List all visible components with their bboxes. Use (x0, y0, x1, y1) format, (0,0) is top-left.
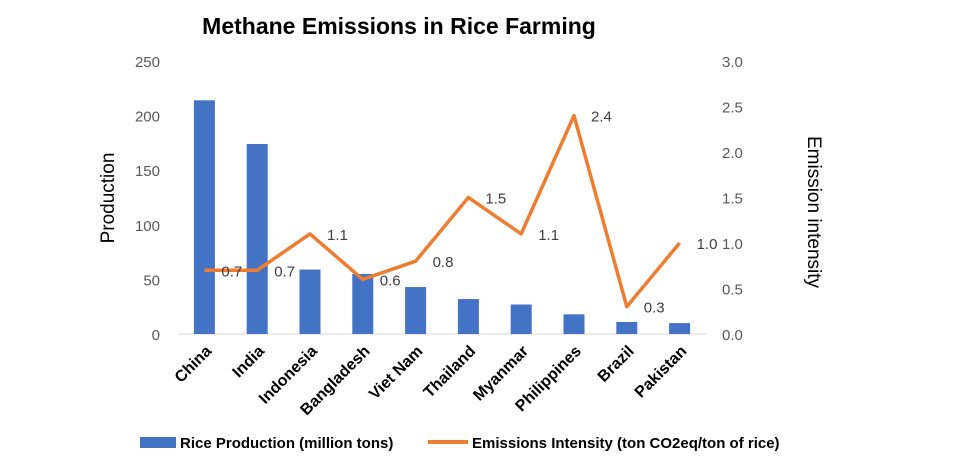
y-tick-label: 0 (152, 327, 160, 344)
y2-tick-label: 3.0 (722, 54, 743, 71)
bar (457, 299, 479, 334)
y2-tick-label: 2.0 (722, 145, 743, 162)
x-tick-label: Pakistan (632, 343, 691, 402)
line-data-label: 2.4 (591, 109, 612, 126)
legend-label-line: Emissions Intensity (ton CO2eq/ton of ri… (472, 435, 780, 452)
bar (193, 100, 215, 334)
y2-tick-label: 2.5 (722, 100, 743, 117)
y-tick-label: 100 (135, 218, 160, 235)
y2-tick-label: 0.0 (722, 327, 743, 344)
y-tick-label: 50 (143, 272, 160, 289)
y2-axis-ticks: 0.0 0.5 1.0 1.5 2.0 2.5 3.0 (722, 54, 743, 344)
bar (669, 323, 691, 334)
line-data-label: 0.7 (274, 263, 295, 280)
bar (616, 321, 638, 334)
line-data-labels: 0.7 0.7 1.1 0.6 0.8 1.5 1.1 2.4 0.3 1.0 (221, 109, 717, 317)
line-data-label: 0.7 (221, 263, 242, 280)
legend-swatch-bar (140, 437, 176, 448)
line-data-label: 1.1 (327, 227, 348, 244)
y-axis-ticks: 0 50 100 150 200 250 (135, 54, 160, 344)
bar (299, 269, 321, 334)
x-tick-label: China (172, 343, 216, 387)
y-axis-label: Production (98, 153, 119, 244)
bar-series (193, 100, 691, 334)
bar (405, 287, 427, 334)
bar (510, 304, 532, 334)
y2-axis-label: Emission intensity (803, 136, 824, 289)
line-data-label: 0.3 (644, 300, 665, 317)
bar (563, 314, 585, 334)
bar (246, 143, 268, 334)
emissions-line (204, 113, 681, 309)
line-series (204, 113, 681, 309)
line-data-label: 1.5 (485, 191, 506, 208)
line-data-label: 0.6 (380, 272, 401, 289)
y-tick-label: 150 (135, 163, 160, 180)
line-data-label: 0.8 (433, 254, 454, 271)
line-data-label: 1.0 (697, 236, 718, 253)
y2-tick-label: 1.5 (722, 191, 743, 208)
legend-label-bar: Rice Production (million tons) (180, 435, 393, 452)
chart-title: Methane Emissions in Rice Farming (202, 13, 596, 39)
y2-tick-label: 1.0 (722, 236, 743, 253)
x-tick-label: India (230, 343, 268, 381)
x-tick-label: Viet Nam (366, 343, 426, 403)
legend: Rice Production (million tons) Emissions… (140, 435, 780, 452)
x-tick-label: Brazil (595, 343, 638, 386)
y2-tick-label: 0.5 (722, 282, 743, 299)
bar (352, 273, 374, 334)
y-tick-label: 200 (135, 109, 160, 126)
line-data-label: 1.1 (538, 227, 559, 244)
y-tick-label: 250 (135, 54, 160, 71)
